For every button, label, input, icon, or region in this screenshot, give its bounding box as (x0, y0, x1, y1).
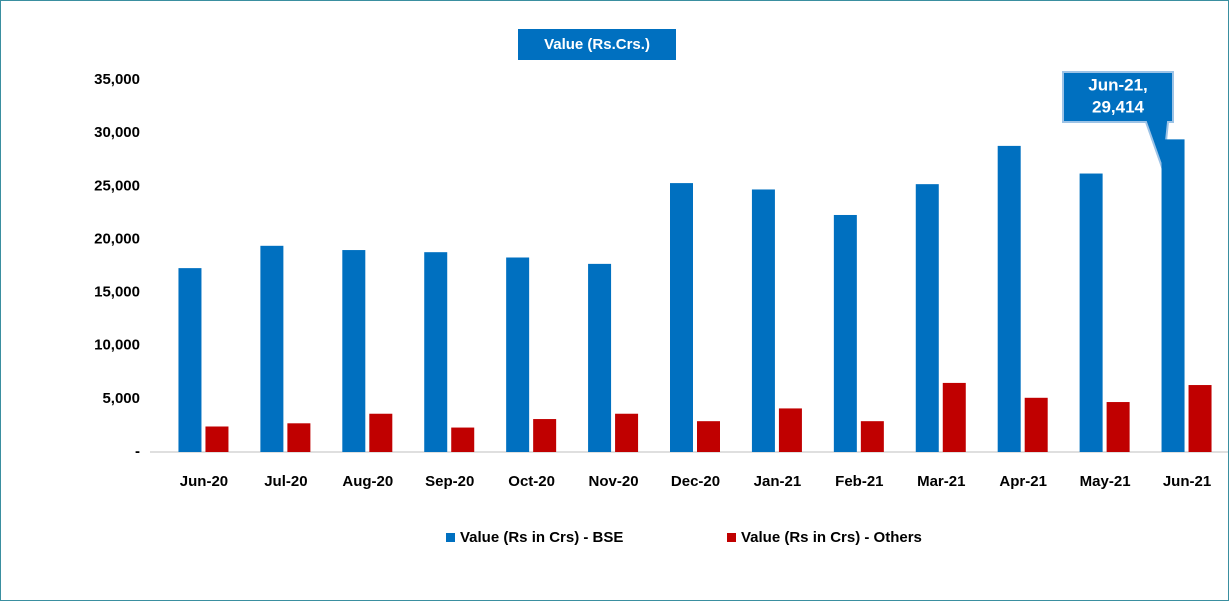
y-tick-label: - (135, 443, 140, 460)
bar (670, 183, 693, 452)
bar (287, 423, 311, 452)
bar (506, 257, 530, 452)
y-tick-label: 25,000 (94, 177, 140, 194)
bar (942, 382, 966, 452)
x-tick-label: Feb-21 (835, 473, 883, 490)
x-tick-label: Mar-21 (917, 473, 965, 490)
y-tick-label: 15,000 (94, 284, 140, 301)
bar (778, 408, 802, 452)
x-tick-label: Jan-21 (754, 473, 802, 490)
legend-swatch (727, 533, 736, 542)
bar (369, 413, 393, 452)
bar (451, 427, 475, 452)
legend-label: Value (Rs in Crs) - BSE (460, 529, 623, 546)
annotation-line: 29,414 (1092, 97, 1145, 116)
bar (860, 421, 884, 452)
bar (697, 421, 720, 452)
x-tick-label: Nov-20 (589, 473, 639, 490)
chart-title: Value (Rs.Crs.) (544, 36, 650, 53)
bar (1106, 402, 1130, 452)
y-tick-label: 10,000 (94, 337, 140, 354)
bar (1079, 173, 1103, 452)
bar (615, 413, 639, 452)
annotation-line: Jun-21, (1088, 75, 1148, 94)
y-tick-label: 35,000 (94, 71, 140, 88)
bar (1161, 139, 1185, 452)
legend-label: Value (Rs in Crs) - Others (741, 529, 922, 546)
x-tick-label: Sep-20 (425, 473, 474, 490)
x-tick-label: Aug-20 (342, 473, 393, 490)
bar (424, 252, 448, 452)
bar (205, 426, 229, 452)
x-tick-label: Jul-20 (264, 473, 307, 490)
bar (533, 419, 557, 452)
y-tick-label: 20,000 (94, 230, 140, 247)
legend-swatch (446, 533, 455, 542)
bar (342, 250, 366, 452)
title-box (518, 29, 676, 60)
bar (178, 268, 202, 452)
x-tick-label: Oct-20 (508, 473, 555, 490)
y-tick-label: 5,000 (102, 390, 140, 407)
x-tick-label: Dec-20 (671, 473, 720, 490)
y-tick-label: 30,000 (94, 124, 140, 141)
x-tick-label: May-21 (1080, 473, 1131, 490)
bar (915, 184, 939, 452)
bar (1024, 397, 1048, 452)
bar (588, 263, 612, 452)
bar (260, 245, 284, 452)
bar (1188, 385, 1212, 452)
bar (997, 145, 1021, 452)
x-tick-label: Jun-21 (1163, 473, 1211, 490)
bar (833, 214, 857, 452)
bar (751, 189, 775, 452)
x-tick-label: Apr-21 (999, 473, 1047, 490)
x-tick-label: Jun-20 (180, 473, 228, 490)
